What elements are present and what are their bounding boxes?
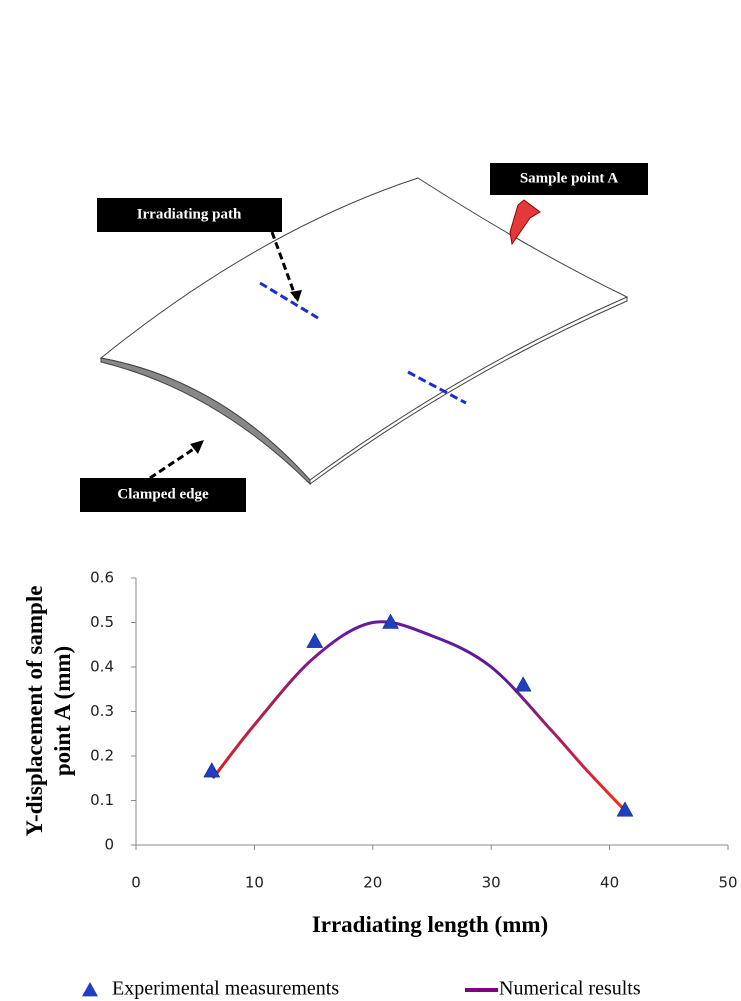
x-axis-label: Irradiating length (mm) <box>312 912 548 937</box>
legend-label: Experimental measurements <box>112 978 339 1000</box>
y-tick-label: 0.2 <box>90 747 114 765</box>
data-point <box>515 677 531 691</box>
y-tick-label: 0.1 <box>90 791 114 809</box>
y-tick-label: 0.6 <box>90 569 114 587</box>
y-tick-label: 0.3 <box>90 702 114 720</box>
y-axis-label: point A (mm) <box>50 646 75 776</box>
diagram-label: Irradiating path <box>137 206 242 222</box>
figure: Sample point A Irradiating path Clamped … <box>0 0 741 1001</box>
y-tick-label: 0.4 <box>90 658 114 676</box>
diagram-label: Clamped edge <box>117 486 209 502</box>
y-tick-label: 0 <box>104 836 114 854</box>
sheet-diagram: Sample point A Irradiating path Clamped … <box>80 163 648 512</box>
legend-marker <box>82 982 98 996</box>
x-tick-label: 10 <box>245 874 264 892</box>
y-tick-label: 0.5 <box>90 613 114 631</box>
data-point <box>204 763 220 777</box>
diagram-label: Sample point A <box>520 170 619 186</box>
data-line <box>213 622 624 810</box>
y-axis-label: Y-displacement of sample <box>22 586 47 837</box>
y-axis-label-group: Y-displacement of sample point A (mm) <box>22 586 75 837</box>
x-tick-label: 40 <box>600 874 619 892</box>
x-tick-label: 50 <box>718 874 737 892</box>
x-tick-label: 0 <box>131 874 141 892</box>
x-tick-label: 30 <box>482 874 501 892</box>
legend-label: Numerical results <box>499 978 641 1000</box>
data-point <box>307 633 323 647</box>
x-tick-label: 20 <box>363 874 382 892</box>
